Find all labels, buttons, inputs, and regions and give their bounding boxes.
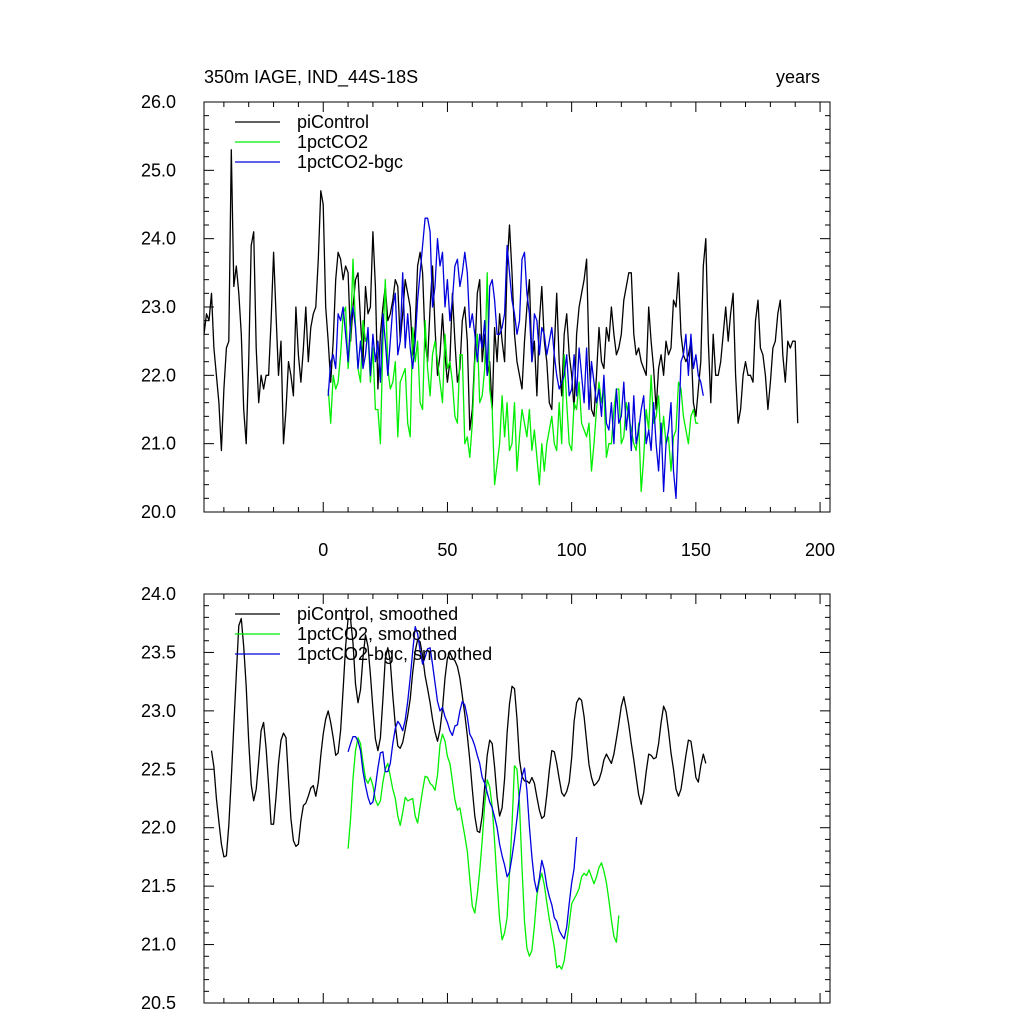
y-tick-label: 22.5 <box>141 759 176 779</box>
bottom-panel-smoothed: 20.5 21.0 21.5 22.0 22.5 23.0 23.5 24.0 piContro… <box>141 584 831 1013</box>
y-tick-label: 23.0 <box>141 701 176 721</box>
x-tick-label: 100 <box>557 540 587 560</box>
x-axis-ticks <box>223 594 821 1003</box>
x-tick-label: 50 <box>437 540 457 560</box>
series-line-picontrol <box>203 149 799 452</box>
x-tick-label: 150 <box>681 540 711 560</box>
plot-frame <box>203 593 831 1004</box>
y-tick-label: 26.0 <box>141 92 176 112</box>
legend-label: 1pctCO2-bgc, smoothed <box>297 644 492 664</box>
y-tick-label: 25.0 <box>141 160 176 180</box>
series-line-1pctco2-bgc <box>327 217 704 499</box>
y-tick-label: 22.0 <box>141 818 176 838</box>
legend-label: 1pctCO2, smoothed <box>297 624 457 644</box>
y-axis-ticks <box>204 593 830 1004</box>
y-tick-label: 20.0 <box>141 502 176 522</box>
y-tick-label: 22.0 <box>141 365 176 385</box>
x-axis-ticks <box>223 102 821 512</box>
legend-label: piControl, smoothed <box>297 604 458 624</box>
x-tick-label: 0 <box>318 540 328 560</box>
series-line-picontrol-smoothed <box>210 617 707 858</box>
series-line-1pctco2 <box>327 258 699 493</box>
series-line-1pctco2-bgc-smoothed <box>347 626 578 940</box>
y-tick-label: 21.0 <box>141 434 176 454</box>
legend-label: 1pctCO2 <box>297 132 368 152</box>
y-tick-label: 23.5 <box>141 642 176 662</box>
y-tick-label: 21.5 <box>141 876 176 896</box>
y-tick-label: 24.0 <box>141 229 176 249</box>
legend-label: 1pctCO2-bgc <box>297 152 403 172</box>
y-axis-ticks <box>204 101 830 513</box>
y-tick-label: 24.0 <box>141 584 176 604</box>
legend-label: piControl <box>297 112 369 132</box>
y-tick-label: 23.0 <box>141 297 176 317</box>
top-panel-piControl-vs-1pctCO2: 20.0 21.0 22.0 23.0 24.0 25.0 26.0 0 50 100 150 200… <box>141 92 835 560</box>
y-tick-label: 21.0 <box>141 935 176 955</box>
series-line-1pctco2-smoothed <box>347 733 620 970</box>
x-tick-label: 200 <box>805 540 835 560</box>
chart-title: 350m IAGE, IND_44S-18S <box>204 67 418 88</box>
units-label: years <box>776 67 820 87</box>
y-tick-label: 20.5 <box>141 993 176 1013</box>
